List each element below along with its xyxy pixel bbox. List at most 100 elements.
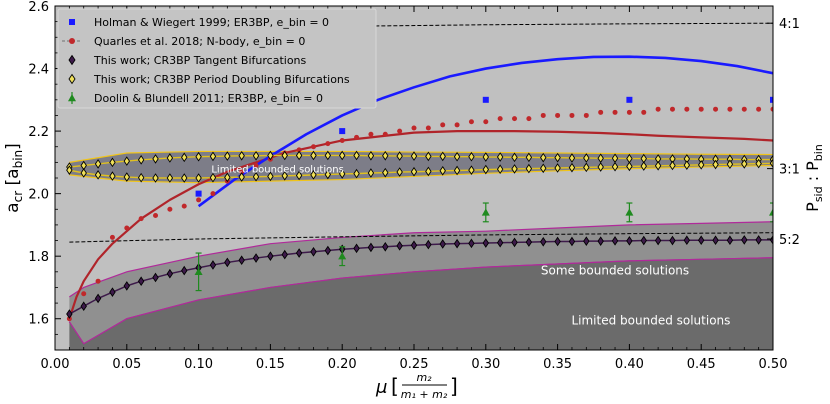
y-tick-label: 2.2 — [28, 125, 49, 140]
quarles-point — [598, 109, 604, 115]
period-doubling-point — [540, 152, 547, 163]
region-label: Some bounded solutions — [541, 263, 689, 277]
quarles-point — [526, 116, 532, 122]
period-doubling-point — [597, 162, 604, 172]
period-doubling-point — [669, 160, 676, 171]
x-tick-label: 0.50 — [759, 357, 788, 372]
holman-point — [482, 96, 489, 103]
period-doubling-point — [496, 152, 504, 162]
period-doubling-point — [568, 162, 576, 173]
resonance-line-5-2 — [69, 232, 773, 243]
legend-label-4: Doolin & Blundell 2011; ER3BP, e_bin = 0 — [94, 92, 323, 105]
legend-box — [57, 8, 377, 109]
quarles-point — [756, 106, 762, 112]
y-tick-label: 1.6 — [28, 313, 49, 328]
quarles-point — [296, 147, 302, 153]
period-doubling-point — [195, 151, 202, 162]
legend-marker-3 — [68, 73, 76, 85]
tangent-bifurcation-point — [439, 239, 446, 249]
tangent-bifurcation-point — [281, 249, 288, 260]
period-doubling-point — [238, 150, 245, 161]
tangent-bifurcation-point — [741, 235, 748, 245]
tangent-bifurcation-point — [482, 238, 490, 248]
period-doubling-point — [640, 161, 647, 171]
period-doubling-point — [137, 172, 145, 183]
period-doubling-point — [583, 153, 590, 163]
tangent-bifurcation-point — [496, 237, 504, 248]
quarles-point — [698, 106, 704, 112]
tangent-bifurcation-point — [654, 235, 662, 246]
quarles-point — [354, 134, 360, 140]
tangent-bifurcation-point — [396, 241, 403, 251]
x-tick-label: 0.05 — [112, 357, 141, 372]
doolin-point — [194, 267, 203, 276]
tangent-bifurcation-point — [669, 235, 676, 246]
tangent-bifurcation-point — [252, 253, 260, 263]
quarles-point — [397, 128, 403, 134]
x-tick-label: 0.30 — [471, 357, 500, 372]
period-doubling-point — [453, 151, 461, 162]
period-doubling-point — [252, 150, 260, 161]
period-doubling-point — [654, 160, 662, 171]
band-0 — [69, 151, 773, 183]
period-doubling-point — [166, 173, 174, 183]
period-doubling-point — [511, 152, 518, 163]
band-1-upper-edge — [69, 221, 773, 298]
period-doubling-point — [382, 167, 389, 178]
period-doubling-point — [137, 155, 145, 165]
period-doubling-point — [741, 159, 748, 169]
doolin-point — [625, 208, 634, 216]
right-axis-label-text: Psid : Pbin — [803, 144, 825, 212]
period-doubling-point — [611, 161, 619, 172]
period-doubling-point — [195, 173, 202, 183]
tangent-bifurcation-point — [66, 309, 73, 319]
tangent-bifurcation-point — [583, 236, 590, 246]
period-doubling-point — [511, 164, 518, 174]
period-doubling-point — [712, 159, 719, 170]
period-doubling-point — [94, 159, 102, 169]
x-tick-label: 0.40 — [615, 357, 644, 372]
tangent-bifurcation-point — [683, 235, 691, 246]
holman-point — [195, 190, 202, 197]
x-tick-label: 0.10 — [184, 357, 213, 372]
period-doubling-point — [396, 167, 403, 177]
band-2 — [69, 257, 773, 350]
period-doubling-point — [310, 150, 317, 161]
period-doubling-point — [410, 151, 418, 161]
quarles-point — [727, 106, 733, 112]
period-doubling-point — [468, 151, 475, 162]
period-doubling-point — [525, 152, 533, 163]
tangent-bifurcation-point — [94, 293, 102, 304]
quarles-point — [770, 106, 773, 112]
tangent-bifurcation-point — [324, 245, 332, 256]
quarles-point — [210, 191, 216, 197]
holman-point — [626, 96, 633, 103]
period-doubling-point — [439, 151, 446, 162]
quarles-point — [109, 234, 115, 240]
right-axis-label: Psid : Pbin — [803, 144, 825, 212]
tangent-bifurcation-point — [525, 237, 533, 247]
period-doubling-point — [109, 171, 116, 181]
period-doubling-point — [697, 160, 705, 170]
period-doubling-point — [468, 165, 475, 175]
quarles-point — [124, 225, 130, 231]
right-tick-label: 4:1 — [779, 17, 800, 32]
tangent-bifurcation-point — [611, 236, 619, 246]
quarles-point — [181, 203, 187, 209]
tangent-bifurcation-point — [597, 236, 604, 246]
quarles-point — [641, 109, 647, 115]
period-doubling-point — [66, 165, 73, 175]
quarles-point — [612, 109, 618, 115]
period-doubling-point — [683, 160, 691, 170]
tangent-bifurcation-point — [295, 248, 303, 258]
period-doubling-point — [353, 168, 360, 179]
quarles-point — [196, 197, 202, 203]
quarles-point — [153, 213, 159, 219]
period-doubling-point — [295, 150, 303, 161]
tangent-bifurcation-point — [755, 235, 762, 245]
quarles-point — [626, 109, 632, 115]
period-doubling-point — [166, 153, 174, 163]
period-doubling-point — [224, 172, 231, 183]
period-doubling-point — [152, 154, 159, 164]
